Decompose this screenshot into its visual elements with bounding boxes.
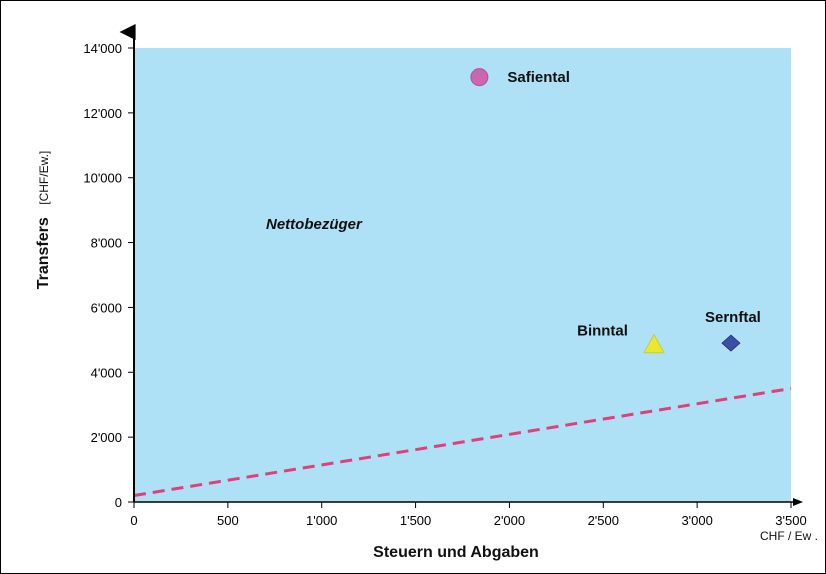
y-tick-label: 0 <box>115 495 122 510</box>
x-tick-label: 2'000 <box>494 513 525 528</box>
x-tick-label: 1'500 <box>400 513 431 528</box>
y-tick-label: 2'000 <box>91 430 122 445</box>
point-label: Safiental <box>507 69 570 86</box>
x-tick-label: 500 <box>217 513 239 528</box>
x-axis-unit: CHF / Ew . <box>760 529 818 543</box>
x-tick-label: 0 <box>130 513 137 528</box>
y-tick-label: 12'000 <box>83 106 122 121</box>
y-tick-label: 6'000 <box>91 300 122 315</box>
x-tick-label: 1'000 <box>306 513 337 528</box>
point-label: Binntal <box>577 323 628 340</box>
x-axis-arrow <box>793 498 803 506</box>
point-marker-circle <box>470 68 489 87</box>
y-axis-title: Transfers [CHF/Ew.] <box>35 151 52 290</box>
y-axis-title-unit: [CHF/Ew.] <box>37 151 51 205</box>
svg-text:Transfers [CHF/Ew.]: Transfers [CHF/Ew.] <box>35 151 52 290</box>
x-tick-label: 2'500 <box>588 513 619 528</box>
reference-line <box>133 387 792 497</box>
plot-area <box>134 48 791 502</box>
x-axis-title: Steuern und Abgaben <box>373 544 539 561</box>
x-tick-label: 3'500 <box>775 513 806 528</box>
y-axis-title-main: Transfers <box>35 217 52 289</box>
x-tick-label: 3'000 <box>681 513 712 528</box>
y-tick-label: 14'000 <box>83 41 122 56</box>
point-marker-diamond <box>721 334 741 352</box>
y-tick-label: 10'000 <box>83 171 122 186</box>
point-marker-triangle <box>643 333 665 354</box>
y-tick-label: 8'000 <box>91 236 122 251</box>
y-tick-label: 4'000 <box>91 365 122 380</box>
point-label: Sernftal <box>705 309 761 326</box>
region-label: Nettobezüger <box>266 216 363 233</box>
